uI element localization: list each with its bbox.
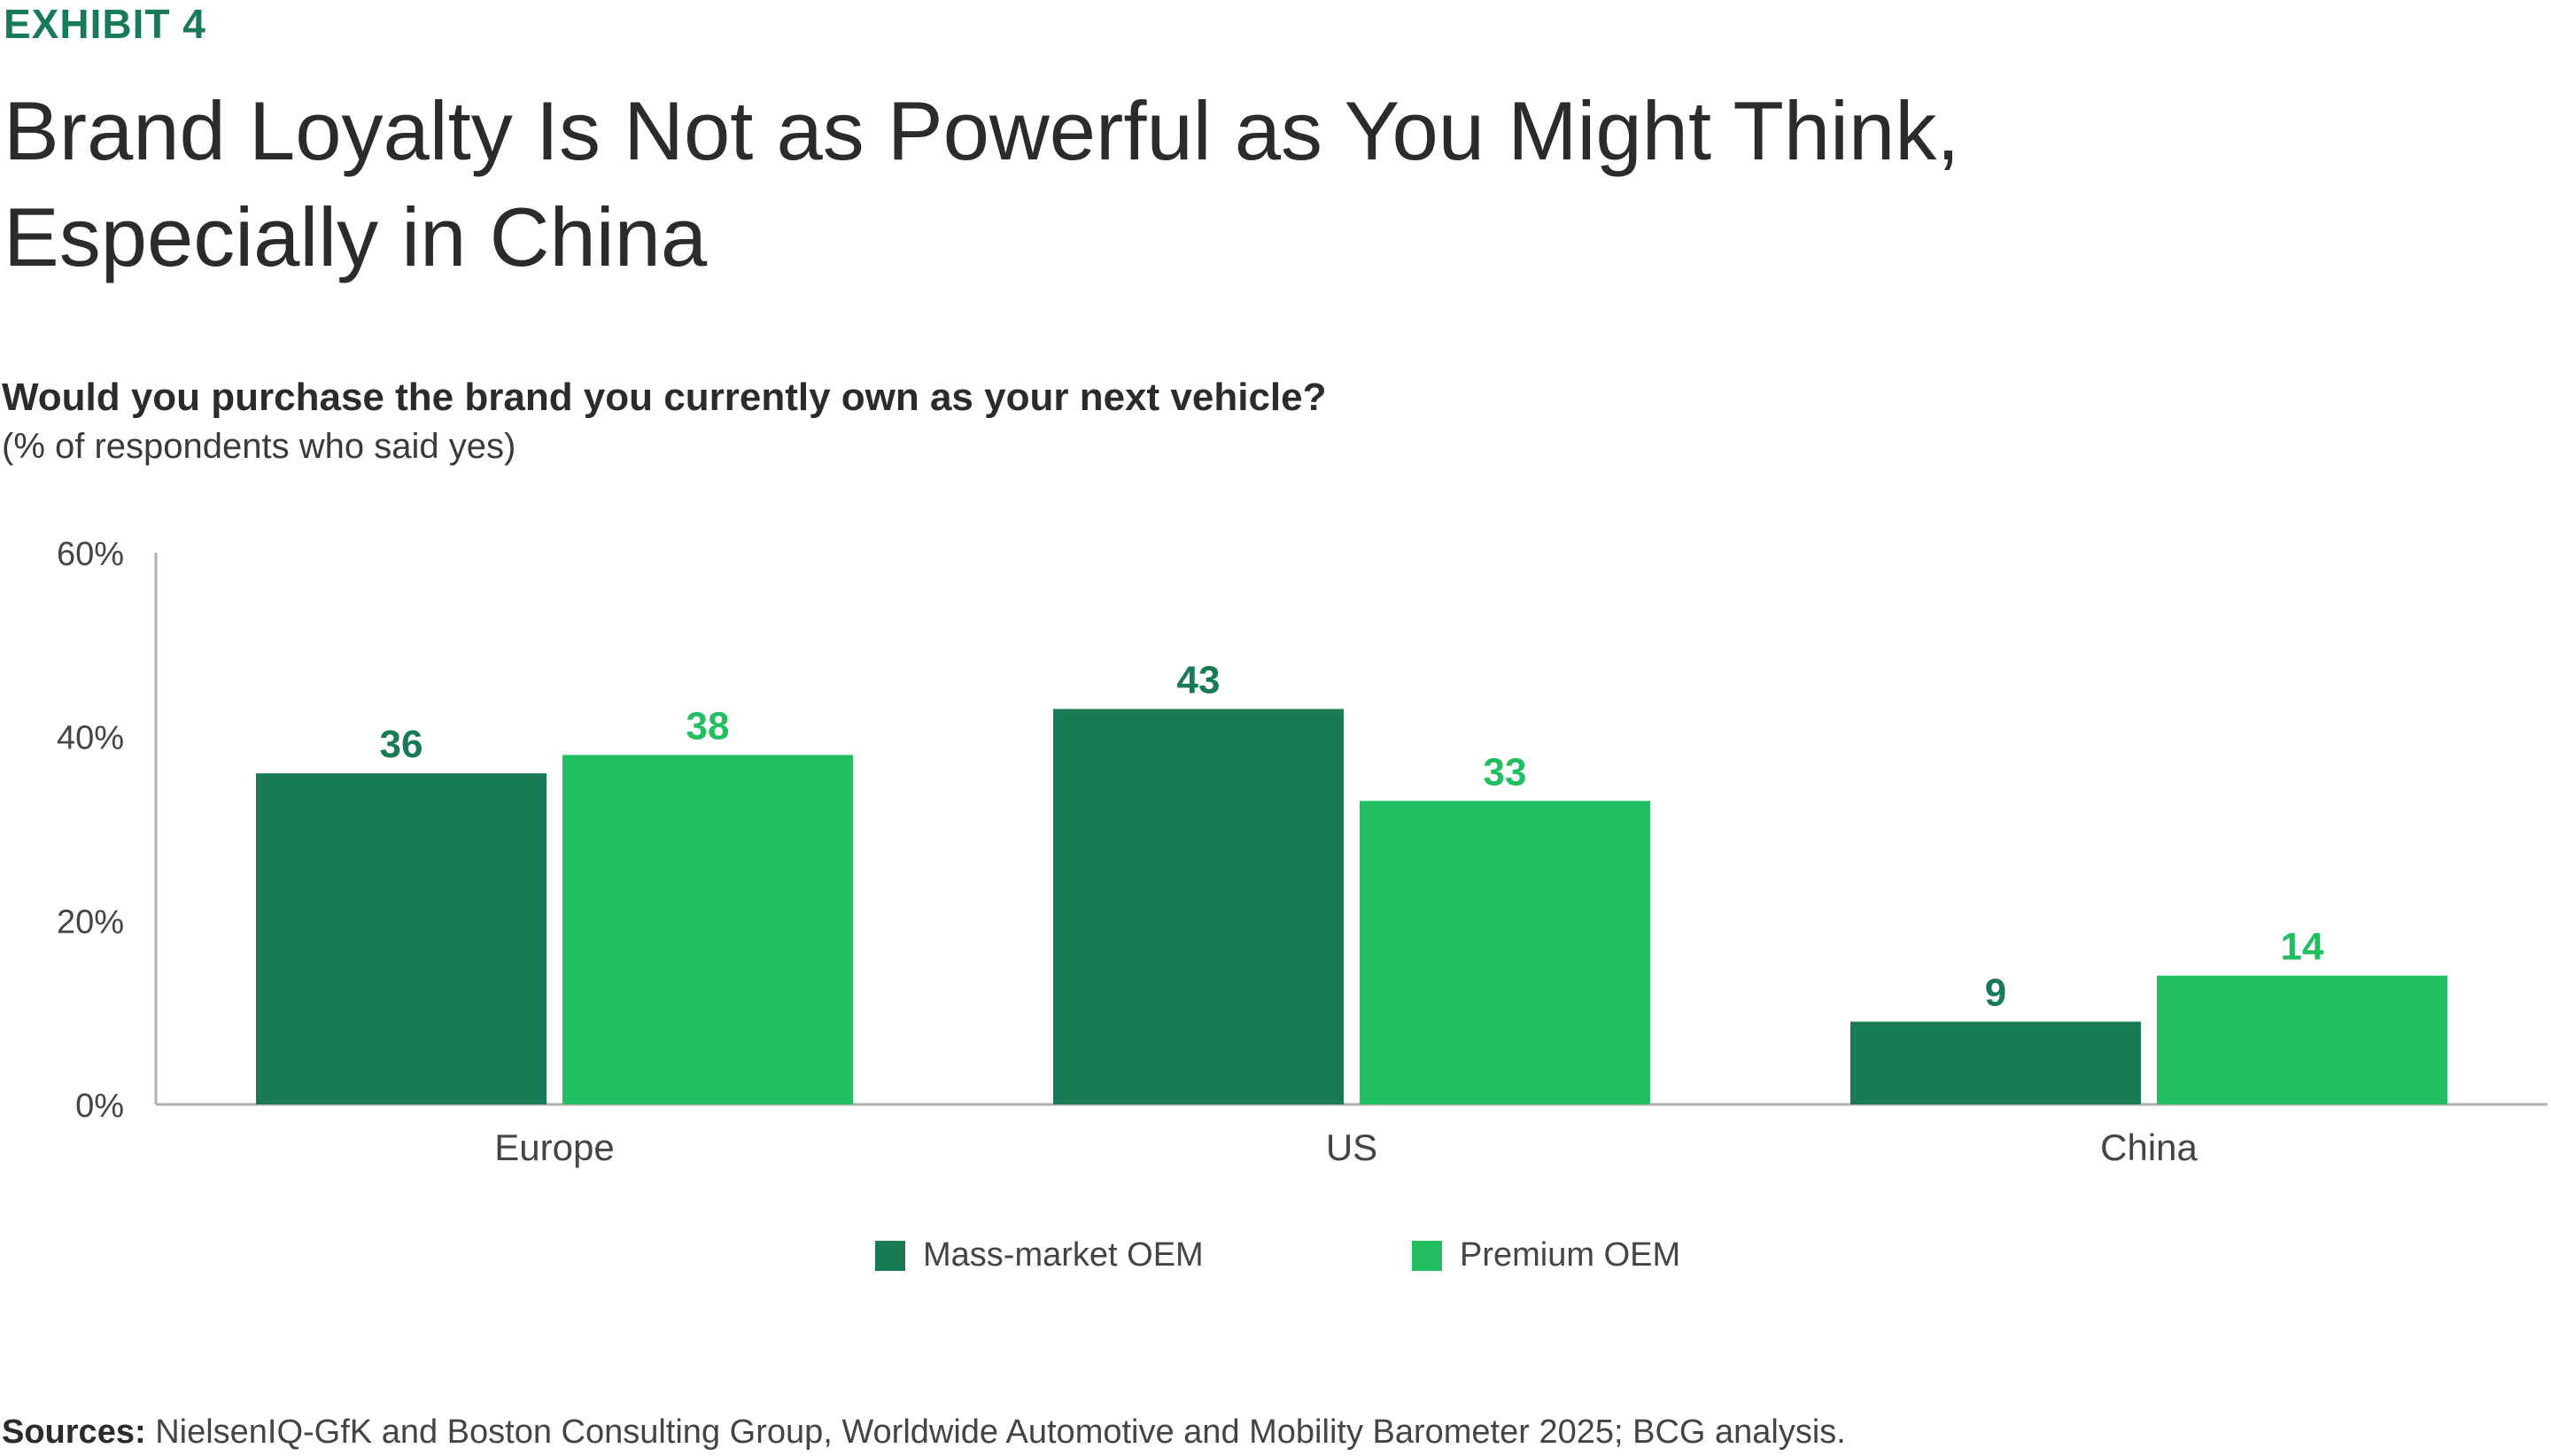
y-tick-label: 0% (75, 1088, 124, 1125)
y-tick-label: 20% (57, 903, 124, 941)
x-category-label: US (1326, 1127, 1377, 1168)
bar-china-mass-market (1850, 1021, 2141, 1104)
data-label-us-mass-market: 43 (1177, 659, 1221, 702)
bar-us-mass-market (1053, 709, 1344, 1104)
chart-question: Would you purchase the brand you current… (2, 376, 1327, 419)
legend-label-mass-market: Mass-market OEM (923, 1236, 1204, 1274)
data-label-europe-premium: 38 (686, 704, 730, 747)
bar-europe-mass-market (256, 773, 547, 1104)
source-label: Sources: (2, 1413, 146, 1451)
source-note: Sources: NielsenIQ-GfK and Boston Consul… (2, 1413, 1846, 1452)
bar-us-premium (1360, 801, 1650, 1104)
x-category-label: Europe (494, 1127, 614, 1168)
bar-europe-premium (562, 755, 853, 1104)
exhibit-label: EXHIBIT 4 (4, 1, 206, 47)
y-tick-label: 60% (57, 536, 124, 573)
source-text: NielsenIQ-GfK and Boston Consulting Grou… (155, 1413, 1846, 1451)
legend-label-premium: Premium OEM (1460, 1236, 1681, 1274)
legend-item-mass-market: Mass-market OEM (875, 1236, 1204, 1274)
data-label-china-mass-market: 9 (1985, 972, 2006, 1015)
chart-unit-note: (% of respondents who said yes) (2, 427, 516, 466)
chart-title: Brand Loyalty Is Not as Powerful as You … (4, 84, 1960, 283)
legend-swatch-mass-market (875, 1240, 905, 1271)
x-category-label: China (2100, 1127, 2198, 1168)
bar-china-premium (2157, 975, 2447, 1104)
y-tick-label: 40% (57, 720, 124, 757)
data-label-us-premium: 33 (1484, 750, 1527, 794)
data-label-china-premium: 14 (2281, 925, 2324, 969)
legend-item-premium: Premium OEM (1412, 1236, 1680, 1274)
chart-legend: Mass-market OEM Premium OEM (0, 1236, 2551, 1281)
legend-swatch-premium (1412, 1240, 1442, 1271)
data-label-europe-mass-market: 36 (380, 723, 423, 766)
